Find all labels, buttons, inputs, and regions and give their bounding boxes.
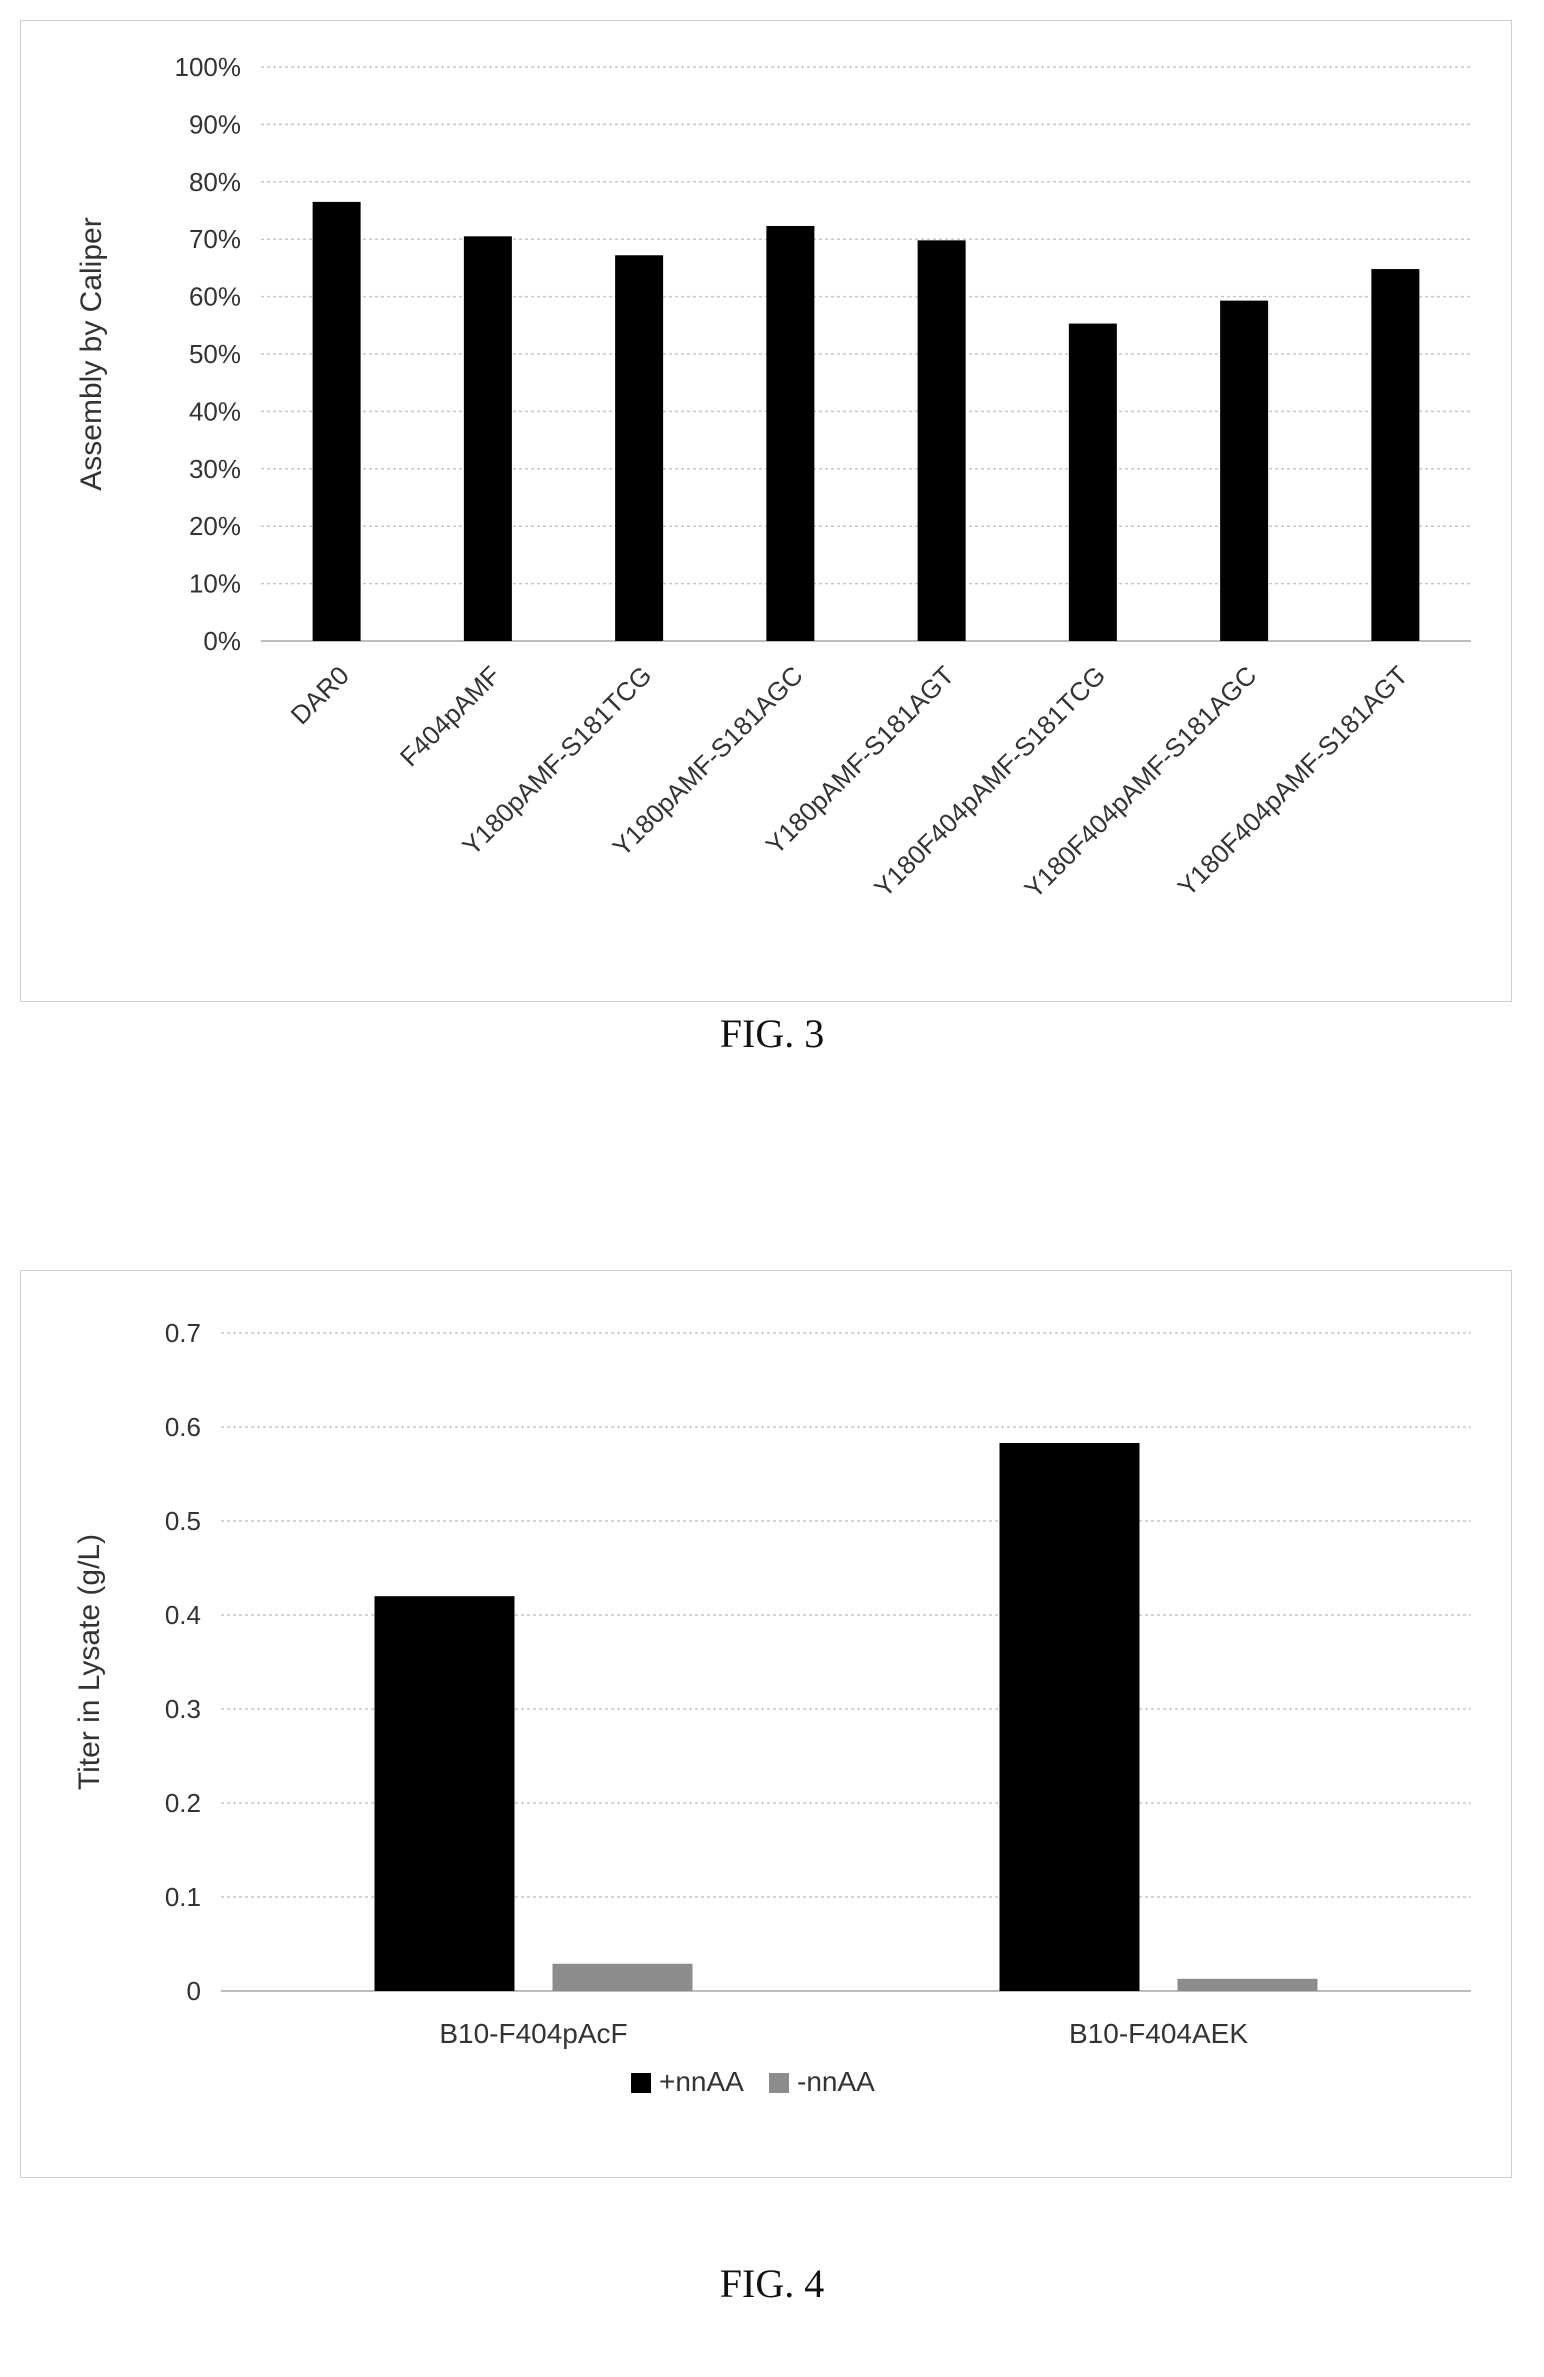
y-tick-label: 0	[187, 1976, 201, 2006]
bar	[1177, 1978, 1318, 1991]
y-tick-label: 0%	[203, 626, 241, 656]
bar	[615, 255, 664, 641]
bar	[766, 225, 815, 642]
x-tick-label: F404pAMF	[394, 660, 506, 772]
bar	[312, 201, 361, 641]
y-tick-label: 20%	[189, 511, 241, 541]
bar	[463, 236, 512, 641]
fig4-chart-frame: 0 0.1 0.2 0.3 0.4 0.5 0.6 0.7 Titer in Lysate (g…	[20, 1270, 1512, 2178]
y-tick-label: 60%	[189, 282, 241, 312]
bar	[552, 1963, 693, 1991]
bar	[1220, 300, 1269, 641]
y-tick-label: 0.5	[165, 1506, 201, 1536]
legend-swatch	[769, 2073, 789, 2093]
y-tick-label: 0.6	[165, 1412, 201, 1442]
bar	[374, 1596, 515, 1991]
bar	[1371, 269, 1420, 641]
y-tick-label: 40%	[189, 396, 241, 426]
y-tick-label: 0.3	[165, 1694, 201, 1724]
fig4-chart: 0 0.1 0.2 0.3 0.4 0.5 0.6 0.7 Titer in Lysate (g…	[73, 1318, 1471, 2097]
y-axis-label: Titer in Lysate (g/L)	[73, 1534, 106, 1790]
y-tick-label: 0.4	[165, 1600, 201, 1630]
legend: +nnAA -nnAA	[631, 2066, 875, 2097]
bar	[917, 240, 966, 641]
x-tick-label: B10-F404AEK	[1069, 2018, 1248, 2049]
fig3-chart: 0% 10% 20% 30% 40% 50% 60% 70% 80% 90% 100% Assembl…	[75, 52, 1471, 904]
bar	[999, 1442, 1140, 1991]
y-tick-label: 0.7	[165, 1318, 201, 1348]
y-tick-label: 10%	[189, 569, 241, 599]
y-tick-label: 90%	[189, 109, 241, 139]
fig3-caption: FIG. 3	[719, 1011, 825, 1056]
y-tick-label: 80%	[189, 167, 241, 197]
legend-swatch	[631, 2073, 651, 2093]
y-tick-label: 50%	[189, 339, 241, 369]
x-tick-label: B10-F404pAcF	[439, 2018, 627, 2049]
bar	[1068, 323, 1117, 641]
legend-label: +nnAA	[659, 2066, 744, 2097]
y-tick-label: 0.1	[165, 1882, 201, 1912]
y-tick-label: 100%	[175, 52, 242, 82]
fig3-chart-frame: 0% 10% 20% 30% 40% 50% 60% 70% 80% 90% 100% Assembl…	[20, 20, 1512, 1002]
legend-label: -nnAA	[797, 2066, 875, 2097]
y-tick-label: 30%	[189, 454, 241, 484]
y-tick-label: 70%	[189, 224, 241, 254]
y-axis-label: Assembly by Caliper	[75, 217, 108, 490]
fig4-caption: FIG. 4	[719, 2261, 825, 2306]
y-tick-label: 0.2	[165, 1788, 201, 1818]
x-tick-label: DAR0	[285, 660, 355, 730]
